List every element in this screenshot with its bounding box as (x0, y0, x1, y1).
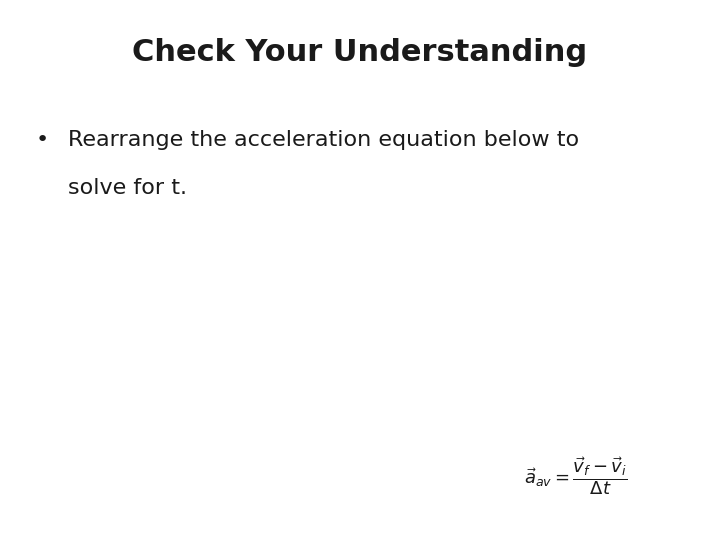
Text: $\vec{a}_{av} = \dfrac{\vec{v}_f - \vec{v}_i}{\Delta t}$: $\vec{a}_{av} = \dfrac{\vec{v}_f - \vec{… (524, 455, 628, 497)
Text: •: • (36, 130, 49, 150)
Text: Check Your Understanding: Check Your Understanding (132, 38, 588, 67)
Text: Rearrange the acceleration equation below to: Rearrange the acceleration equation belo… (68, 130, 580, 150)
Text: solve for t.: solve for t. (68, 178, 187, 198)
